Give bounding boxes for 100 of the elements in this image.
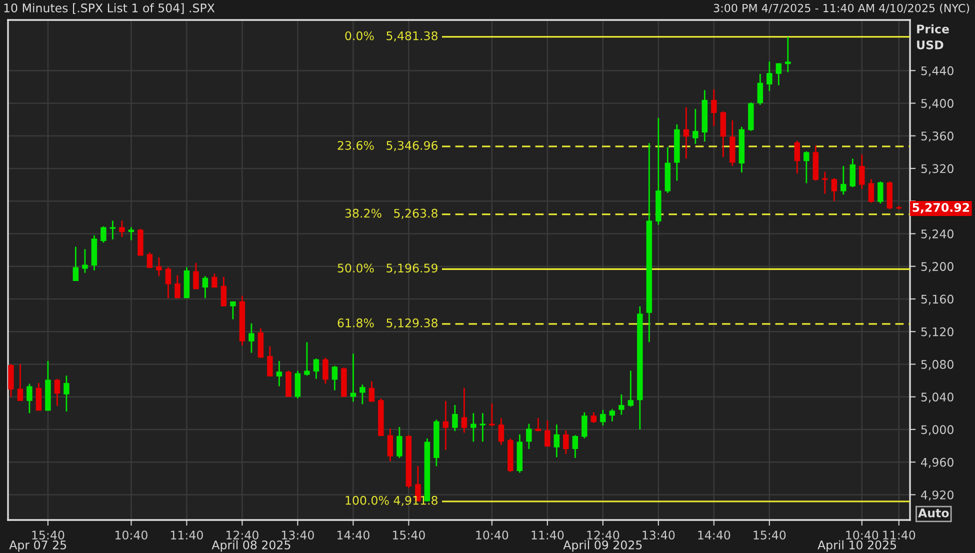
candlestick <box>294 370 301 400</box>
candlestick <box>766 60 772 92</box>
candlestick <box>590 412 597 424</box>
y-axis-title: Price USD <box>917 24 949 50</box>
candlestick <box>193 262 199 290</box>
x-tick-label: 10:40 <box>476 530 508 540</box>
candlestick <box>692 108 698 145</box>
candlestick <box>313 358 320 380</box>
text: 5,270.92 <box>912 202 970 214</box>
candlestick <box>868 178 874 204</box>
candlestick <box>248 322 254 354</box>
candlestick <box>776 62 782 86</box>
y-tick-label: 5,120 <box>921 327 954 338</box>
candlestick <box>850 158 856 188</box>
text: April 09 2025 <box>563 540 642 552</box>
candlestick <box>618 394 624 416</box>
candlestick <box>100 226 106 244</box>
y-tick-label: 5,000 <box>921 425 954 436</box>
candlestick <box>322 356 328 384</box>
candlestick <box>840 165 846 196</box>
candlestick <box>36 382 42 412</box>
y-tick-label: 5,240 <box>921 229 954 240</box>
candlestick <box>535 417 542 432</box>
candlestick <box>220 276 227 307</box>
candlestick <box>544 420 550 448</box>
y-tick-label: 4,960 <box>920 458 954 468</box>
ref-line-label: 23.6% 5,346.96 <box>338 140 438 152</box>
candlestick <box>202 275 208 299</box>
candlestick <box>498 417 504 446</box>
candlestick <box>110 220 116 240</box>
candlestick <box>174 274 180 299</box>
x-tick-label: 10:40 <box>115 530 148 540</box>
candlestick <box>442 400 449 451</box>
candlestick <box>831 178 838 202</box>
x-tick-label: 14:40 <box>698 530 730 540</box>
ref-line-label: 50.0% 5,196.59 <box>338 264 438 274</box>
y-tick-label: 5,440 <box>921 66 954 76</box>
y-tick-label: 5,040 <box>921 392 954 403</box>
candlestick <box>72 246 79 282</box>
candlestick <box>582 412 588 440</box>
candlestick <box>683 106 690 160</box>
x-tick-label: 15:40 <box>392 530 425 540</box>
candlestick <box>165 266 172 299</box>
chart-title: 10 Minutes [.SPX List 1 of 504] .SPX <box>4 3 215 14</box>
candlestick <box>17 364 24 402</box>
candlestick <box>785 36 791 73</box>
candlestick <box>396 426 402 459</box>
candlestick <box>212 272 218 288</box>
candlestick <box>794 140 800 174</box>
candlestick <box>54 378 60 407</box>
x-tick-label: 11:40 <box>883 530 916 540</box>
x-tick-label: 14:40 <box>337 530 370 540</box>
x-tick-label: 11:40 <box>170 530 203 540</box>
candlestick <box>609 408 616 422</box>
candlestick <box>128 226 134 241</box>
text: Auto <box>918 508 949 518</box>
candlestick <box>563 430 569 455</box>
ref-line-label: 38.2% 5,263.8 <box>345 208 438 219</box>
candlestick <box>804 150 810 184</box>
x-tick-label: 15:40 <box>754 530 786 540</box>
y-tick-label: 5,320 <box>921 164 954 174</box>
candlestick <box>526 423 532 450</box>
candlestick <box>387 428 394 462</box>
candlestick <box>628 370 634 408</box>
x-tick-label: 13:40 <box>282 530 314 540</box>
text: April 08 2025 <box>212 540 290 552</box>
candlestick <box>332 365 338 392</box>
text: April 10 2025 <box>818 540 896 552</box>
y-tick-label: 5,200 <box>921 262 954 272</box>
x-tick-label: 13:40 <box>642 530 675 540</box>
ref-line-label: 61.8% 5,129.38 <box>338 318 438 329</box>
candlestick <box>822 171 828 194</box>
x-tick-label: 12:40 <box>226 530 258 540</box>
candlestick <box>360 384 366 405</box>
candlestick <box>757 73 764 106</box>
candlestick <box>156 256 162 277</box>
candlestick <box>267 346 273 378</box>
x-tick-label: 12:40 <box>587 530 620 540</box>
candlestick <box>554 424 560 458</box>
y-tick-label: 5,400 <box>921 98 954 110</box>
candlestick <box>230 300 236 320</box>
candlestick <box>859 154 865 190</box>
x-tick-label: 15:40 <box>32 530 64 540</box>
candlestick <box>82 248 88 274</box>
chart-subtitle: 3:00 PM 4/7/2025 - 11:40 AM 4/10/2025 (NYC) <box>714 4 970 14</box>
x-tick-label: 10:40 <box>846 530 878 540</box>
candlestick <box>452 404 458 432</box>
y-tick-label: 4,920 <box>920 490 954 501</box>
candlestick <box>304 341 310 376</box>
candlestick <box>368 380 375 402</box>
candlestick <box>572 434 578 459</box>
candlestick <box>461 387 468 434</box>
y-tick-label: 5,360 <box>921 132 954 142</box>
ref-line-label: 0.0% 5,481.38 <box>345 31 438 42</box>
candlestick <box>878 180 884 204</box>
y-tick-label: 5,160 <box>921 294 954 305</box>
candlestick <box>711 88 717 127</box>
candlestick <box>64 374 70 412</box>
candlestick <box>276 360 282 387</box>
candlestick <box>350 352 356 402</box>
